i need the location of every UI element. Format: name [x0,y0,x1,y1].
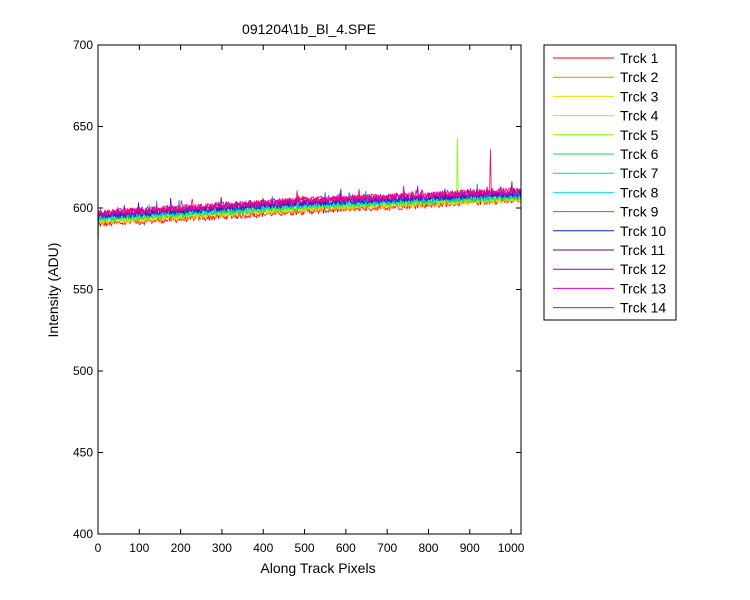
x-tick-label: 900 [460,541,480,555]
x-tick-label: 0 [95,541,102,555]
y-tick-label: 650 [73,120,93,134]
y-tick-label: 450 [73,446,93,460]
legend-label: Trck 8 [620,184,659,200]
legend-box [543,44,677,321]
x-tick-label: 200 [171,541,191,555]
x-axis-ticks: 0 100 200 300 400 500 600 700 800 900 1000 [95,45,525,555]
legend-label: Trck 13 [620,280,666,296]
x-tick-label: 100 [129,541,149,555]
y-tick-label: 400 [73,527,93,541]
x-tick-label: 700 [377,541,397,555]
y-axis-label: Intensity (ADU) [45,243,61,338]
x-tick-label: 400 [253,541,273,555]
legend: Trck 1 Trck 2 Trck 3 Trck 4 Trck 5 Trck 6 Trck… [543,44,677,321]
legend-label: Trck 5 [620,127,659,143]
legend-label: Trck 10 [620,223,666,239]
y-tick-label: 600 [73,201,93,215]
y-tick-label: 700 [73,38,93,52]
axes-box [97,44,522,535]
legend-label: Trck 9 [620,204,659,220]
x-tick-label: 600 [336,541,356,555]
legend-label: Trck 12 [620,261,666,277]
series-line-14 [97,149,522,220]
x-tick-label: 800 [418,541,438,555]
legend-label: Trck 4 [620,108,659,124]
plot-lines [97,137,522,244]
x-tick-label: 300 [212,541,232,555]
x-tick-label: 500 [295,541,315,555]
y-axis-ticks: 400 450 500 550 600 650 700 [73,38,521,541]
legend-label: Trck 6 [620,146,659,162]
y-tick-label: 500 [73,364,93,378]
chart-title: 091204\1b_Bl_4.SPE [242,21,376,37]
legend-label: Trck 14 [620,300,666,316]
legend-label: Trck 2 [620,69,659,85]
legend-label: Trck 1 [620,50,659,66]
x-tick-label: 1000 [498,541,525,555]
y-tick-label: 550 [73,283,93,297]
legend-label: Trck 7 [620,165,659,181]
x-axis-label: Along Track Pixels [260,560,375,576]
legend-label: Trck 11 [620,242,665,258]
legend-label: Trck 3 [620,88,659,104]
